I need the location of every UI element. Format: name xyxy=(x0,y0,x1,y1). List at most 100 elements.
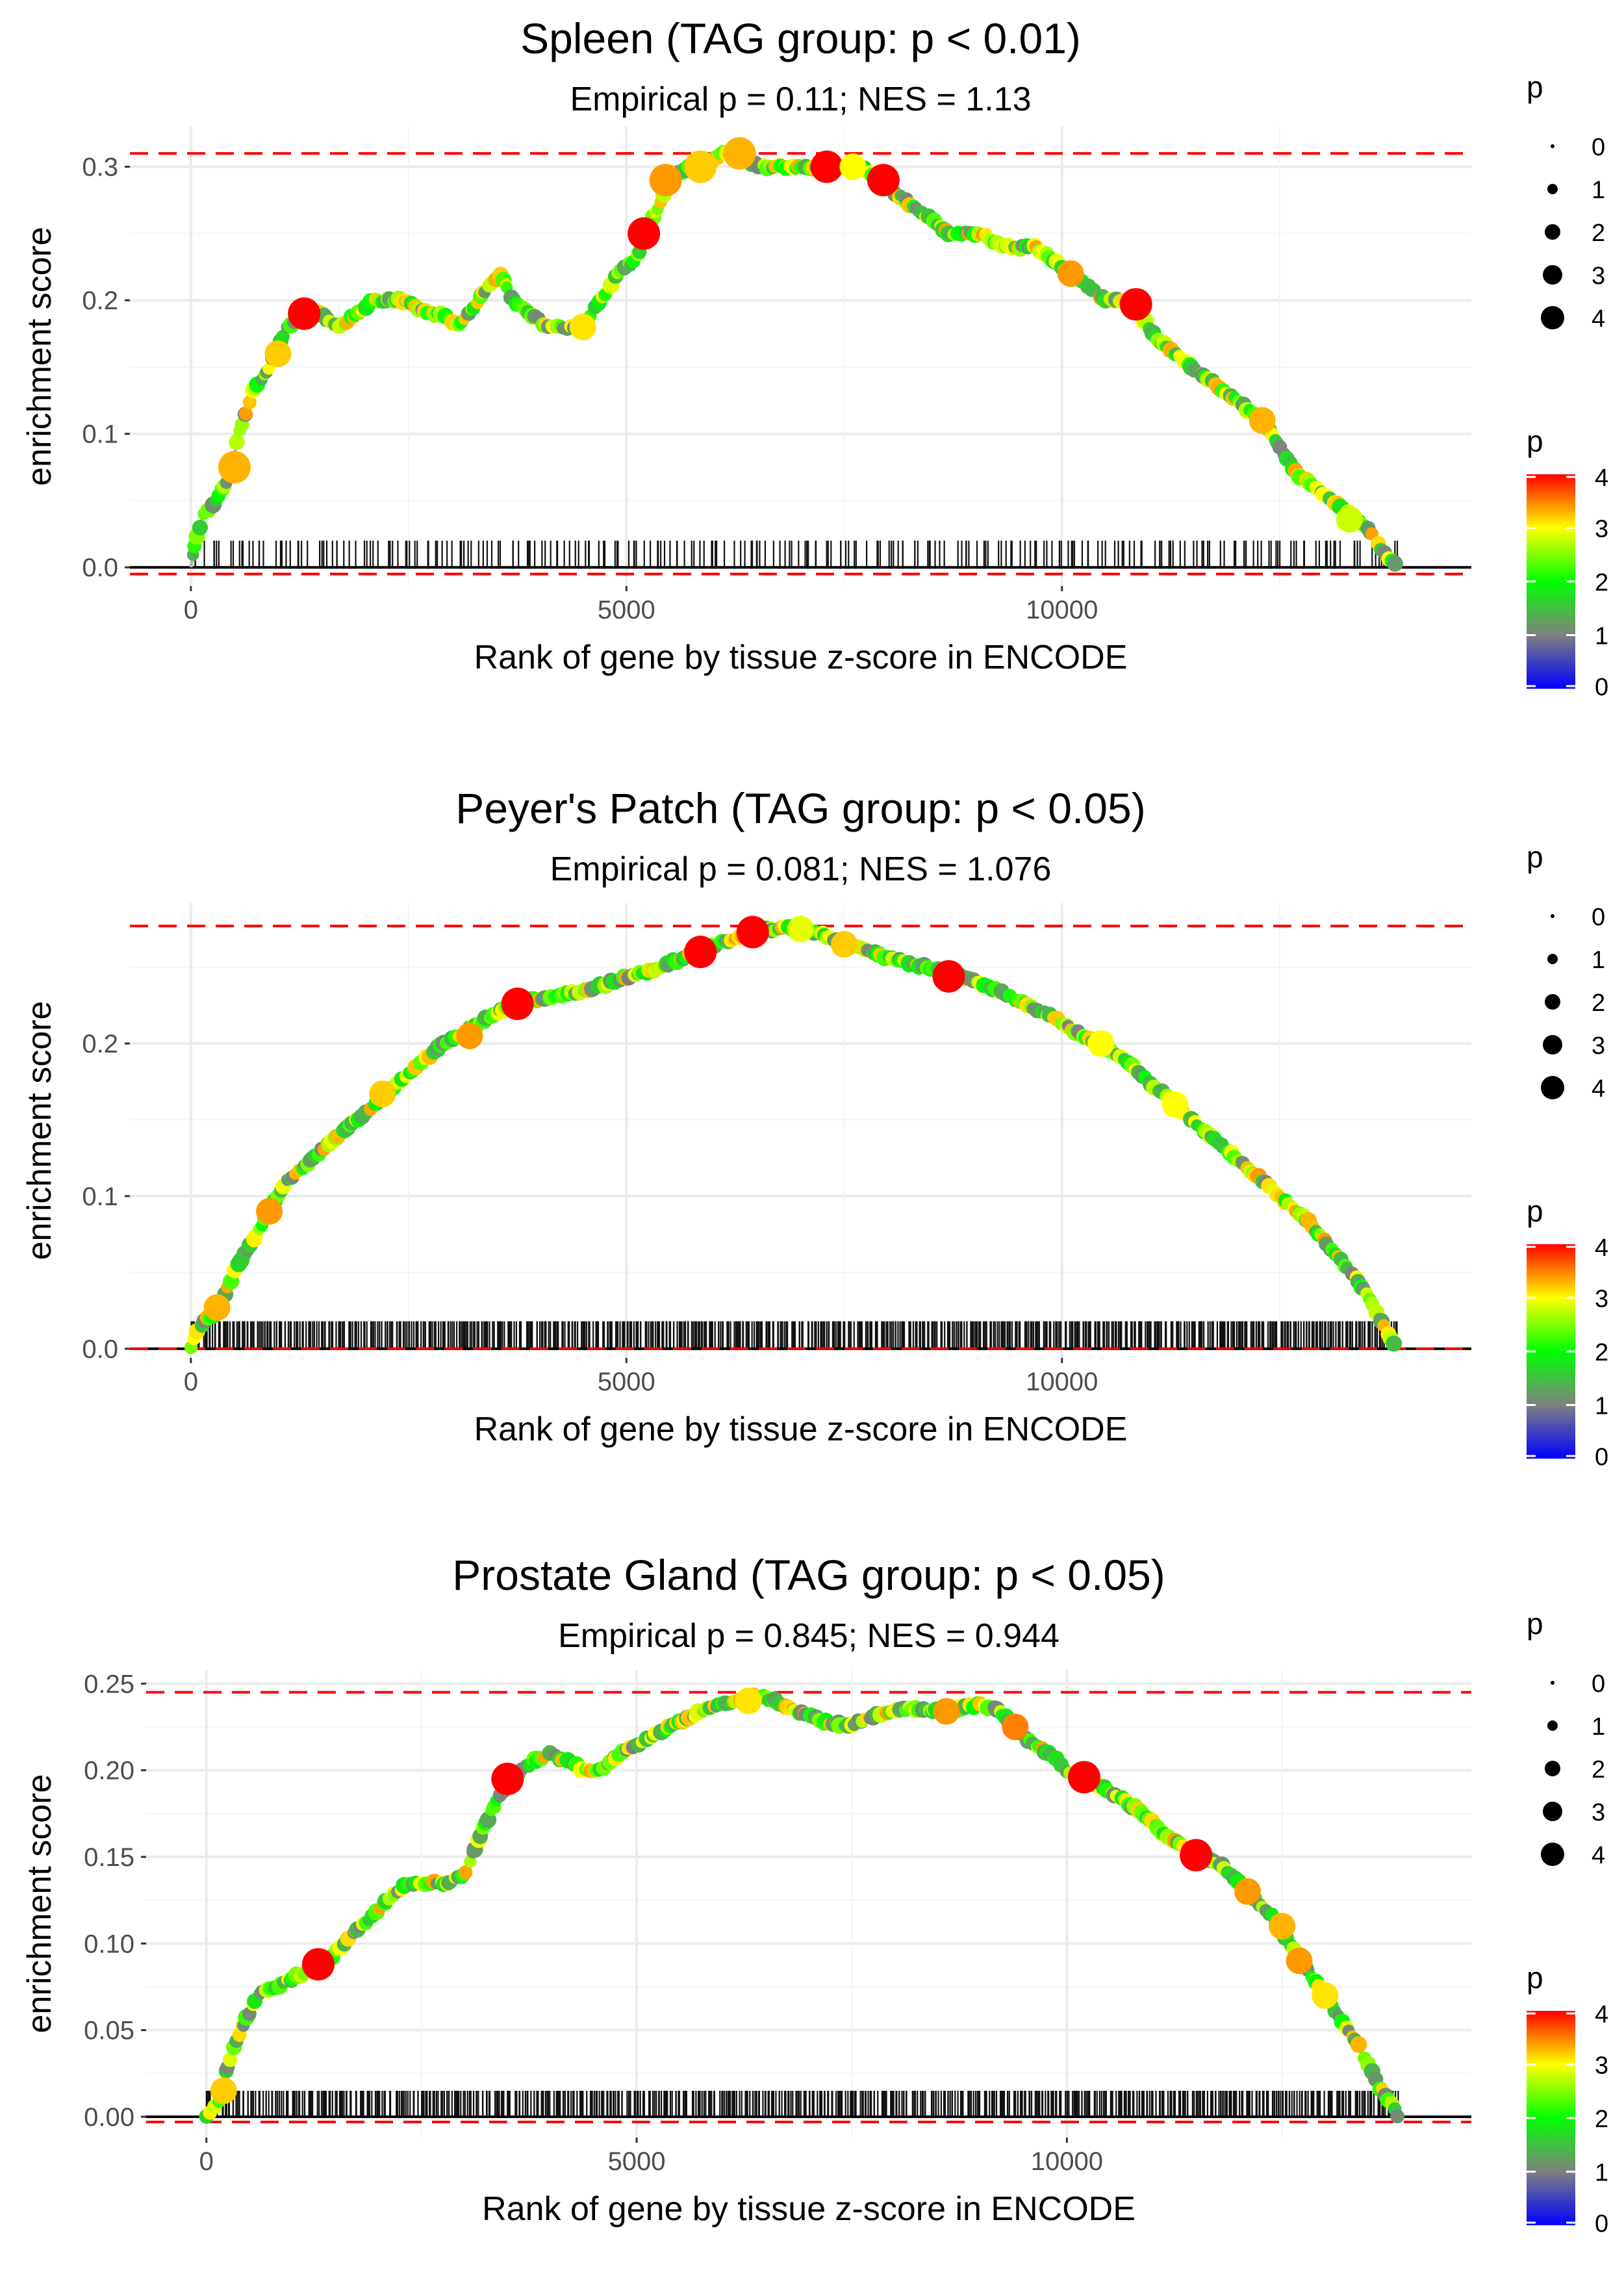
size-legend-title: p xyxy=(1527,840,1543,874)
color-legend-label: 4 xyxy=(1595,2001,1608,2028)
legend: p 0 1 2 3 4 p 4 3 2 1 0 xyxy=(1527,1607,1608,2238)
size-legend-label: 2 xyxy=(1592,1756,1605,1783)
gene-point xyxy=(238,406,253,421)
size-legend-dot xyxy=(1541,1076,1564,1099)
highlight-point xyxy=(1234,1878,1262,1905)
x-tick-label: 10000 xyxy=(1031,2147,1103,2176)
highlight-point xyxy=(684,150,717,183)
chart-subtitle: Empirical p = 0.11; NES = 1.13 xyxy=(570,81,1031,118)
highlight-point xyxy=(1249,407,1276,434)
size-legend-dot xyxy=(1543,265,1562,285)
size-legend-label: 2 xyxy=(1592,990,1605,1017)
highlight-point xyxy=(1119,288,1152,321)
y-tick-label: 0.10 xyxy=(84,1930,134,1958)
size-legend-label: 4 xyxy=(1592,305,1605,333)
highlight-point xyxy=(831,930,858,958)
x-tick-label: 5000 xyxy=(598,596,655,624)
color-legend-label: 3 xyxy=(1595,516,1608,543)
highlight-point xyxy=(1286,1947,1313,1974)
highlight-point xyxy=(1269,1913,1296,1940)
y-tick-label: 0.2 xyxy=(82,1030,118,1058)
size-legend-dot xyxy=(1551,1681,1554,1685)
y-tick-label: 0.0 xyxy=(82,554,118,582)
gene-point xyxy=(222,2052,238,2067)
color-legend-label: 4 xyxy=(1595,1234,1608,1262)
size-legend-label: 4 xyxy=(1592,1075,1605,1103)
color-legend-title: p xyxy=(1527,1194,1543,1228)
chart-title: Peyer's Patch (TAG group: p < 0.05) xyxy=(455,784,1145,832)
color-legend-label: 3 xyxy=(1595,1286,1608,1313)
size-legend-title: p xyxy=(1527,70,1543,104)
color-legend-label: 2 xyxy=(1595,1339,1608,1366)
highlight-point xyxy=(932,960,965,993)
size-legend-dot xyxy=(1551,144,1554,148)
color-legend-label: 3 xyxy=(1595,2052,1608,2080)
y-tick-label: 0.25 xyxy=(84,1670,134,1698)
panel-1: Spleen (TAG group: p < 0.01) Empirical p … xyxy=(21,14,1608,701)
size-legend-label: 1 xyxy=(1592,177,1605,204)
color-legend-label: 0 xyxy=(1595,1444,1608,1471)
points xyxy=(186,137,1403,572)
color-legend-label: 1 xyxy=(1595,623,1608,650)
y-tick-label: 0.05 xyxy=(84,2017,134,2045)
size-legend-dot xyxy=(1545,1761,1560,1776)
highlight-point xyxy=(649,164,682,197)
rug xyxy=(194,541,1399,569)
x-axis-title: Rank of gene by tissue z-score in ENCODE xyxy=(474,1411,1128,1448)
highlight-point xyxy=(288,297,321,330)
color-legend-label: 0 xyxy=(1595,2210,1608,2238)
grid xyxy=(130,127,1471,586)
highlight-point xyxy=(933,1698,960,1725)
highlight-point xyxy=(1057,260,1084,287)
y-axis-title: enrichment score xyxy=(21,1774,58,2034)
gene-point xyxy=(1387,556,1403,572)
highlight-point xyxy=(203,1294,231,1321)
x-tick-label: 0 xyxy=(199,2147,214,2176)
enrichment-line xyxy=(189,151,1399,568)
highlight-point xyxy=(839,153,867,181)
highlight-point xyxy=(1336,505,1363,533)
size-legend-label: 1 xyxy=(1592,947,1605,974)
color-legend-label: 4 xyxy=(1595,465,1608,492)
gene-point xyxy=(1390,2109,1405,2124)
size-legend-label: 3 xyxy=(1592,1799,1605,1826)
y-tick-label: 0.1 xyxy=(82,420,118,449)
highlight-point xyxy=(723,137,756,170)
gene-point xyxy=(192,519,209,536)
highlight-point xyxy=(735,1687,762,1715)
highlight-point xyxy=(264,340,292,367)
highlight-point xyxy=(1312,1982,1339,2009)
panel-3: Prostate Gland (TAG group: p < 0.05) Empi… xyxy=(21,1551,1608,2238)
gene-point xyxy=(275,329,290,344)
x-tick-label: 10000 xyxy=(1026,596,1098,624)
highlight-point xyxy=(301,1948,335,1981)
size-legend-dot xyxy=(1547,1720,1558,1731)
y-axis-title: enrichment score xyxy=(21,1001,58,1260)
rug xyxy=(205,2091,1399,2118)
y-tick-label: 0.1 xyxy=(82,1182,118,1211)
size-legend-dot xyxy=(1551,914,1554,918)
x-tick-label: 0 xyxy=(184,1368,198,1396)
rug xyxy=(190,1321,1398,1351)
y-axis-title: enrichment score xyxy=(21,227,58,486)
size-legend-label: 1 xyxy=(1592,1713,1605,1741)
gene-point xyxy=(242,395,257,409)
size-legend-dot xyxy=(1541,1843,1564,1866)
color-legend-label: 2 xyxy=(1595,569,1608,596)
legend: p 0 1 2 3 4 p 4 3 2 1 0 xyxy=(1527,70,1608,701)
highlight-point xyxy=(218,451,251,484)
size-legend-label: 2 xyxy=(1592,220,1605,247)
size-legend-title: p xyxy=(1527,1607,1543,1641)
x-tick-label: 0 xyxy=(184,596,198,624)
highlight-point xyxy=(256,1197,283,1225)
x-tick-label: 5000 xyxy=(608,2147,666,2176)
y-tick-label: 0.3 xyxy=(82,153,118,182)
gene-point xyxy=(1350,2036,1367,2053)
x-axis-title: Rank of gene by tissue z-score in ENCODE xyxy=(482,2190,1136,2228)
highlight-point xyxy=(1002,1713,1029,1741)
y-tick-label: 0.15 xyxy=(84,1843,134,1872)
highlight-point xyxy=(810,150,843,183)
highlight-point xyxy=(210,2077,237,2104)
